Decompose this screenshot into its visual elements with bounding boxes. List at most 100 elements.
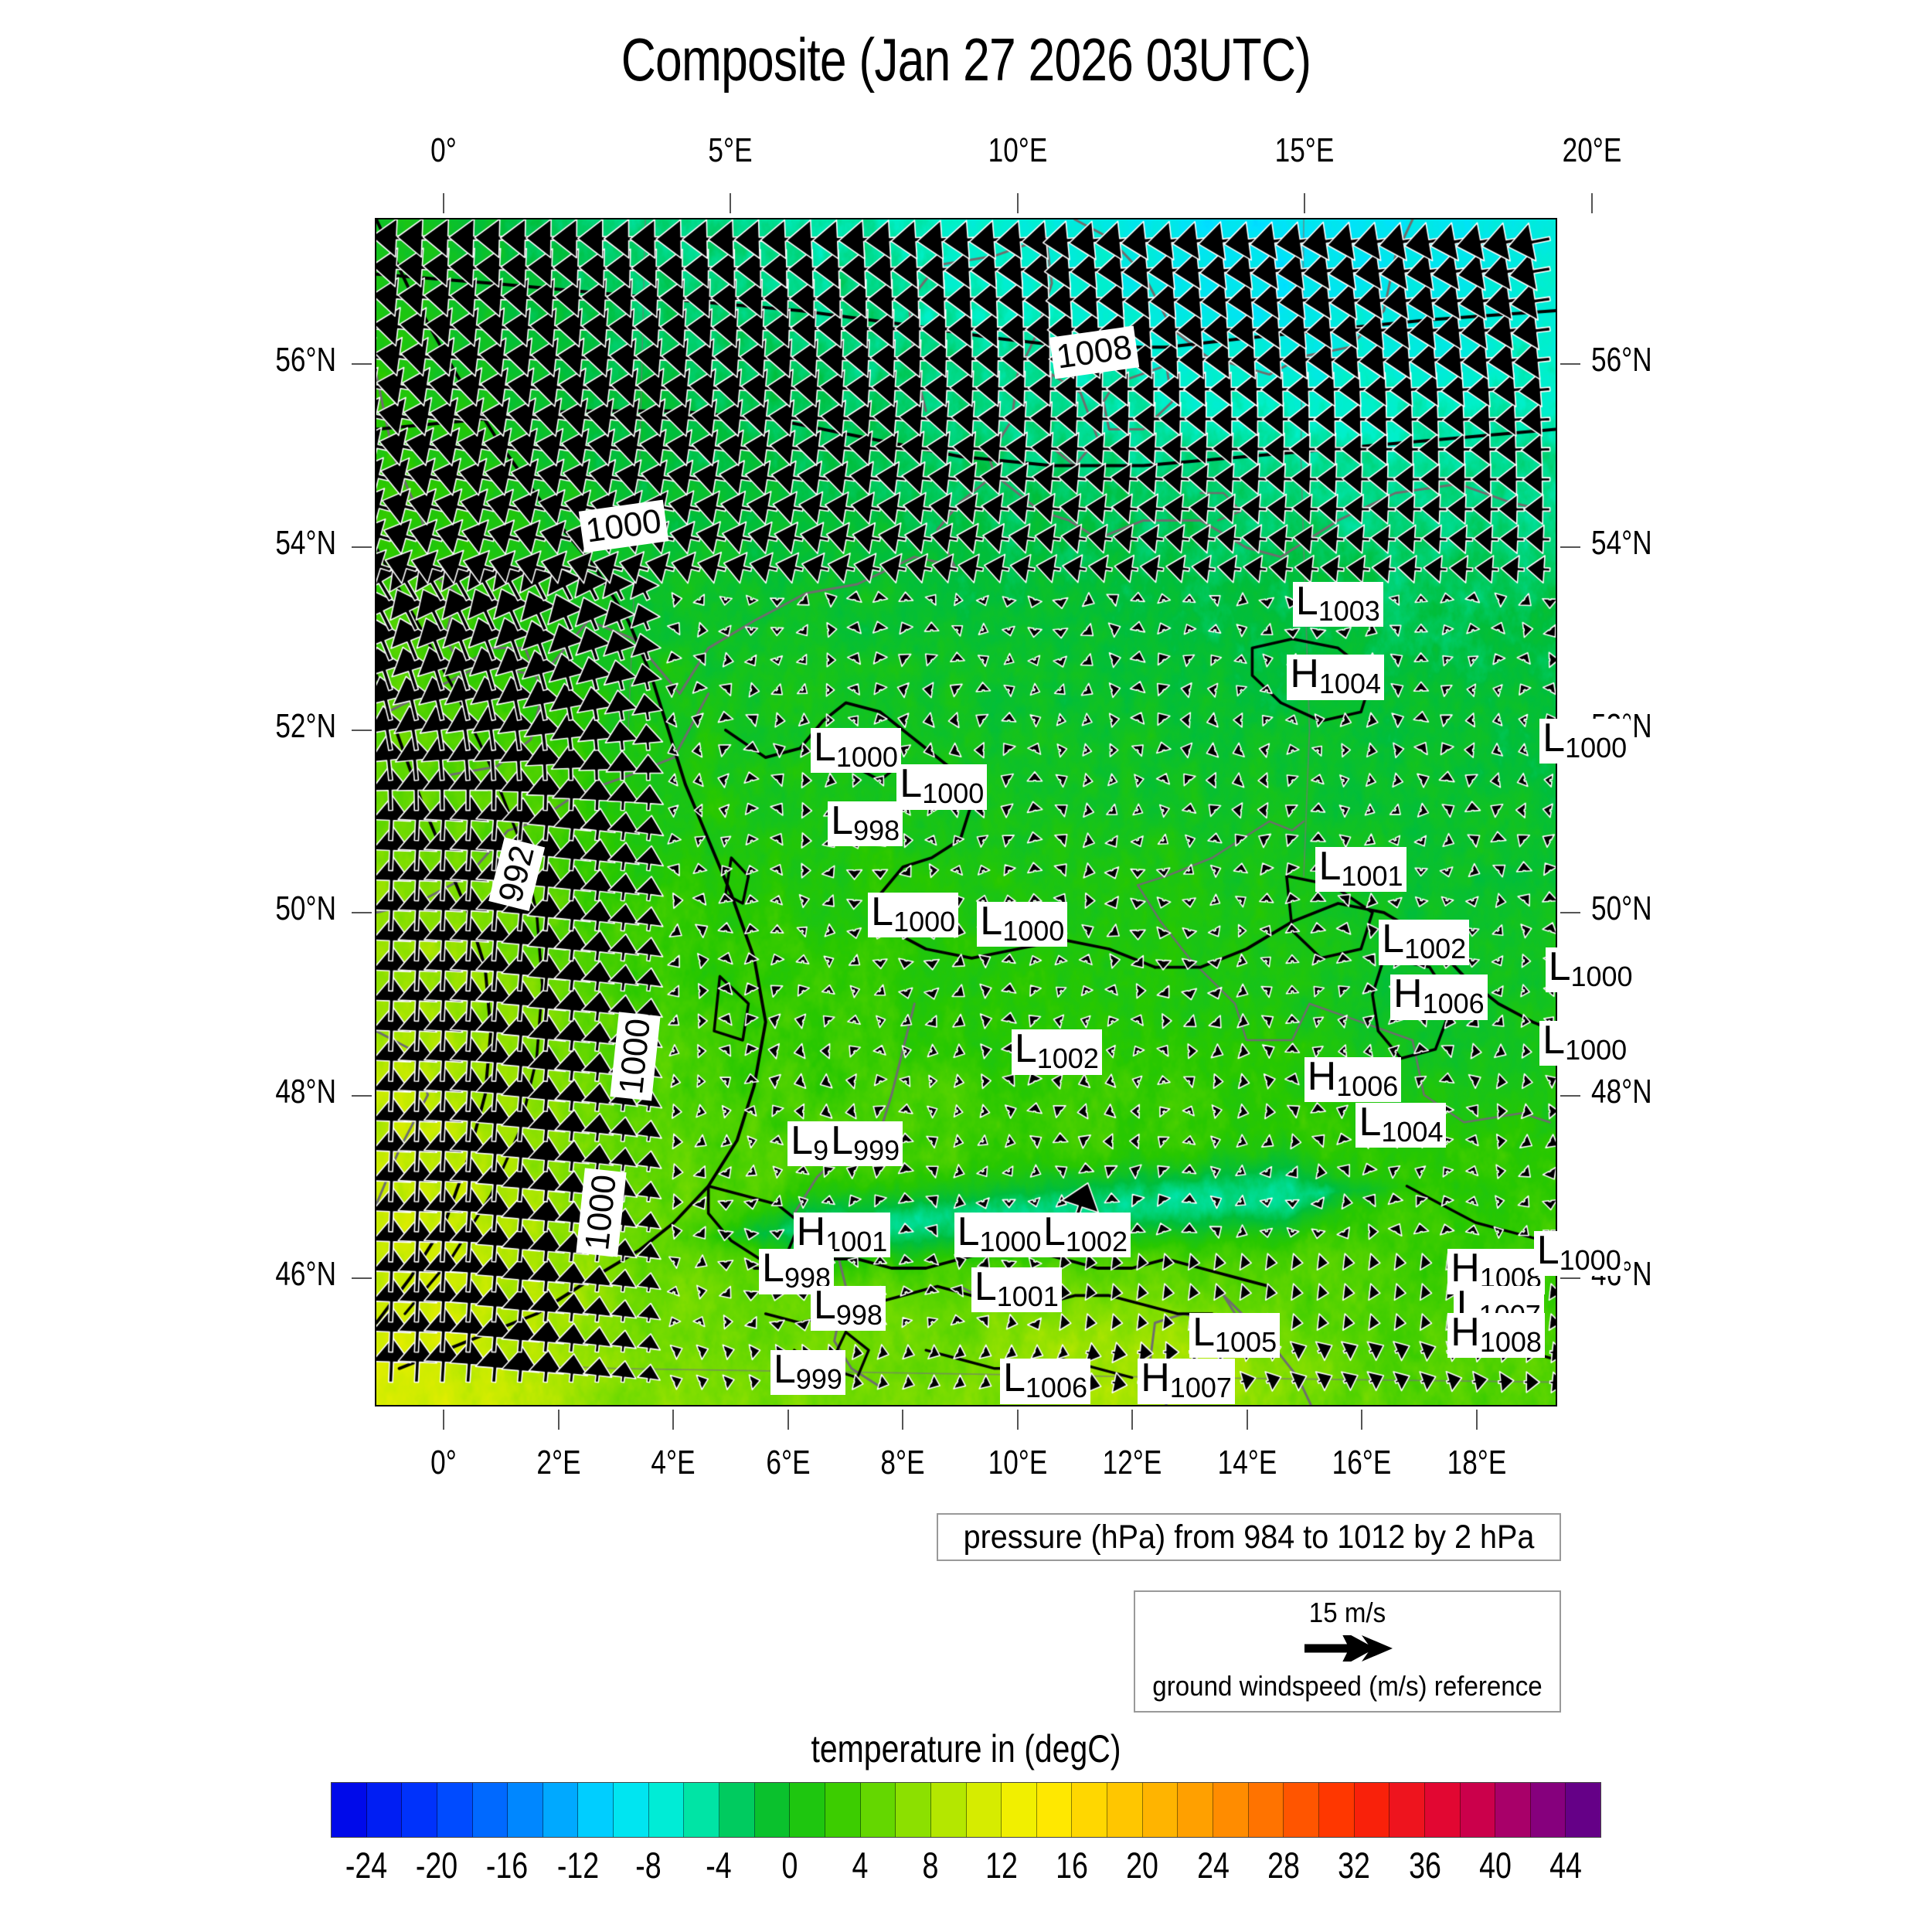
axis-tick-left [352, 1277, 372, 1280]
axis-tick-right [1560, 1094, 1580, 1097]
axis-tick-top [1016, 193, 1019, 213]
pressure-marker-l-1003: L1003 [1292, 581, 1383, 627]
wind-reference-arrow [1135, 1628, 1560, 1668]
colorbar-segment [1072, 1783, 1108, 1837]
pressure-marker-l-1000: L1000 [1539, 718, 1631, 764]
pressure-marker-h-1006: H1006 [1390, 974, 1488, 1020]
pressure-marker-l-1000: L1000 [1533, 1230, 1624, 1276]
colorbar-tick-44: 44 [1549, 1845, 1583, 1886]
colorbar-title: temperature in (degC) [811, 1727, 1121, 1770]
colorbar-tick-12: 12 [985, 1845, 1018, 1886]
wind-reference-legend: 15 m/s ground windspeed (m/s) reference [1134, 1590, 1561, 1713]
colorbar-segment [719, 1783, 755, 1837]
axis-label-left-0: 56°N [275, 341, 336, 379]
colorbar-segment [578, 1783, 614, 1837]
pressure-marker-l-1004: L1004 [1355, 1102, 1447, 1148]
colorbar-segment [1354, 1783, 1390, 1837]
axis-label-top-1: 5°E [708, 131, 753, 169]
colorbar-segment [860, 1783, 896, 1837]
axis-tick-bottom [1361, 1410, 1363, 1430]
colorbar-tick--16: -16 [486, 1845, 529, 1886]
axis-label-top-3: 15°E [1274, 131, 1335, 169]
pressure-marker-h-1006: H1006 [1304, 1056, 1402, 1103]
axis-tick-right [1560, 363, 1580, 366]
pressure-marker-l-1000: L1000 [810, 727, 901, 774]
axis-label-bottom-3: 6°E [766, 1444, 811, 1481]
colorbar-tick-8: 8 [922, 1845, 939, 1886]
colorbar-tick--20: -20 [415, 1845, 458, 1886]
colorbar-segment [1107, 1783, 1143, 1837]
pressure-marker-l-1000: L1000 [1539, 1020, 1631, 1066]
axis-tick-left [352, 363, 372, 366]
axis-tick-bottom [1246, 1410, 1248, 1430]
pressure-marker-h-1004: H1004 [1287, 654, 1384, 700]
pressure-marker-l-1000: L1000 [1545, 947, 1636, 993]
colorbar-segment [754, 1783, 791, 1837]
axis-tick-top [443, 193, 445, 213]
colorbar-segment [1495, 1783, 1531, 1837]
axis-label-left-5: 46°N [275, 1255, 336, 1294]
colorbar-segment [437, 1783, 473, 1837]
axis-label-right-4: 48°N [1591, 1072, 1652, 1111]
colorbar-tick-4: 4 [852, 1845, 869, 1886]
axis-label-right-1: 54°N [1591, 523, 1652, 562]
axis-label-bottom-8: 16°E [1332, 1444, 1392, 1481]
pressure-marker-l-998: L998 [810, 1285, 886, 1331]
colorbar-tick--4: -4 [706, 1845, 733, 1886]
pressure-marker-l-1002: L1002 [1011, 1029, 1102, 1075]
colorbar-segment [1036, 1783, 1073, 1837]
axis-label-bottom-4: 8°E [880, 1444, 925, 1481]
axis-tick-left [352, 546, 372, 548]
pressure-marker-l-1000: L1000 [954, 1212, 1045, 1258]
pressure-marker-l-999: L999 [828, 1121, 903, 1166]
colorbar-segment [790, 1783, 825, 1837]
map-overlay [376, 219, 1556, 1405]
pressure-marker-l-998: L998 [759, 1248, 835, 1294]
colorbar-tick-28: 28 [1267, 1845, 1300, 1886]
page-title: Composite (Jan 27 2026 03UTC) [621, 26, 1311, 94]
axis-tick-right [1560, 912, 1580, 914]
colorbar-segment [896, 1783, 931, 1837]
colorbar-segment [1213, 1783, 1249, 1837]
colorbar-segment [1389, 1783, 1425, 1837]
colorbar-segment [1460, 1783, 1496, 1837]
colorbar-tick--24: -24 [345, 1845, 387, 1886]
colorbar-segment [402, 1783, 437, 1837]
axis-tick-bottom [787, 1410, 789, 1430]
axis-tick-bottom [1476, 1410, 1478, 1430]
axis-label-bottom-5: 10°E [988, 1444, 1048, 1481]
colorbar-segment [366, 1783, 403, 1837]
axis-tick-right [1560, 546, 1580, 548]
axis-label-top-2: 10°E [988, 131, 1048, 169]
pressure-marker-l-1001: L1001 [971, 1267, 1062, 1313]
axis-label-right-0: 56°N [1591, 341, 1652, 379]
wind-legend-caption: ground windspeed (m/s) reference [1152, 1670, 1543, 1702]
colorbar-tick-labels: -24 -20 -16 -12 -8 -4 0 4 8 12 16 20 24 28 32 36 40 44 [331, 1844, 1601, 1890]
colorbar-segment [825, 1783, 861, 1837]
pressure-marker-l-998: L998 [828, 801, 903, 846]
axis-tick-bottom [443, 1410, 445, 1430]
colorbar-segment [543, 1783, 579, 1837]
colorbar-segment [1566, 1783, 1601, 1837]
axis-tick-top [1304, 193, 1306, 213]
axis-tick-left [352, 729, 372, 731]
wind-magnitude-label: 15 m/s [1308, 1597, 1386, 1628]
axis-label-bottom-7: 14°E [1217, 1444, 1277, 1481]
pressure-marker-l-1000: L1000 [868, 892, 959, 938]
colorbar-tick-16: 16 [1056, 1845, 1088, 1886]
axis-tick-left [352, 912, 372, 914]
axis-label-right-3: 50°N [1591, 889, 1652, 928]
colorbar-segment [1248, 1783, 1284, 1837]
pressure-marker-h-1001: H1001 [793, 1212, 891, 1258]
colorbar-segment [332, 1783, 367, 1837]
axis-tick-bottom [672, 1410, 675, 1430]
pressure-marker-l-1006: L1006 [999, 1358, 1090, 1404]
colorbar [331, 1782, 1601, 1838]
colorbar-segment [1318, 1783, 1355, 1837]
colorbar-tick-40: 40 [1479, 1845, 1512, 1886]
colorbar-tick-20: 20 [1126, 1845, 1159, 1886]
pressure-legend: pressure (hPa) from 984 to 1012 by 2 hPa [937, 1513, 1561, 1561]
axis-label-bottom-9: 18°E [1447, 1444, 1507, 1481]
colorbar-tick-0: 0 [781, 1845, 798, 1886]
pressure-marker-h-1007: H1007 [1138, 1358, 1235, 1404]
